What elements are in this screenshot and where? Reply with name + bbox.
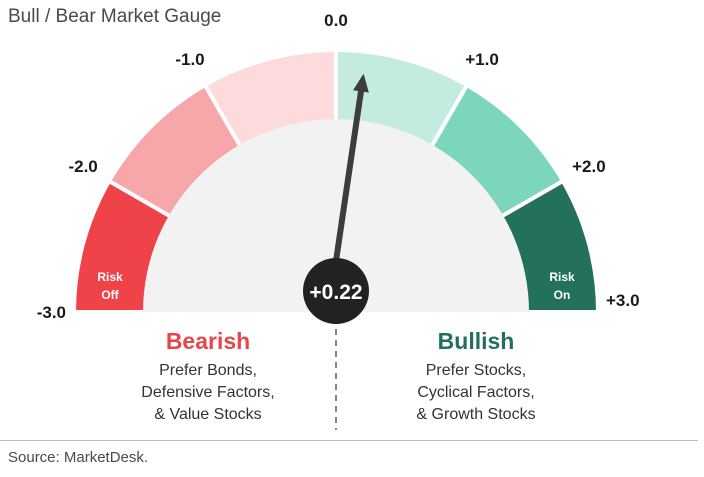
risk-on-label-line2: On [554, 288, 571, 302]
bullish-desc-line3: & Growth Stocks [416, 406, 535, 423]
bearish-desc-line1: Prefer Bonds, [159, 362, 257, 379]
risk-on-label-line1: Risk [549, 270, 575, 284]
tick-label-6: +3.0 [606, 291, 640, 310]
risk-off-label-line1: Risk [97, 270, 123, 284]
tick-label-5: +2.0 [572, 157, 606, 176]
tick-label-4: +1.0 [465, 50, 499, 69]
bearish-desc-line3: & Value Stocks [154, 406, 261, 423]
bearish-label: Bearish [166, 328, 250, 354]
gauge-inner-face [143, 119, 529, 312]
tick-label-2: -1.0 [175, 50, 204, 69]
bullish-desc-line1: Prefer Stocks, [426, 362, 526, 379]
needle-shaft [333, 88, 364, 264]
source-note: Source: MarketDesk. [8, 449, 149, 466]
tick-label-3: 0.0 [324, 11, 348, 30]
footer-divider [0, 440, 698, 441]
needle-arrowhead [353, 73, 369, 93]
risk-off-label-line2: Off [101, 288, 119, 302]
tick-label-1: -2.0 [68, 157, 97, 176]
bullish-label: Bullish [438, 328, 515, 354]
gauge-chart: -3.0 -2.0 -1.0 0.0 +1.0 +2.0 +3.0 Risk Off Ris… [37, 11, 640, 430]
chart-title: Bull / Bear Market Gauge [8, 6, 222, 27]
gauge-value-label: +0.22 [309, 281, 362, 304]
bullish-desc-line2: Cyclical Factors, [417, 384, 534, 401]
tick-label-0: -3.0 [37, 303, 66, 322]
value-hub [303, 258, 369, 324]
bearish-desc-line2: Defensive Factors, [141, 384, 274, 401]
gauge-needle [333, 73, 369, 264]
gauge-tick-labels: -3.0 -2.0 -1.0 0.0 +1.0 +2.0 +3.0 [37, 11, 640, 322]
